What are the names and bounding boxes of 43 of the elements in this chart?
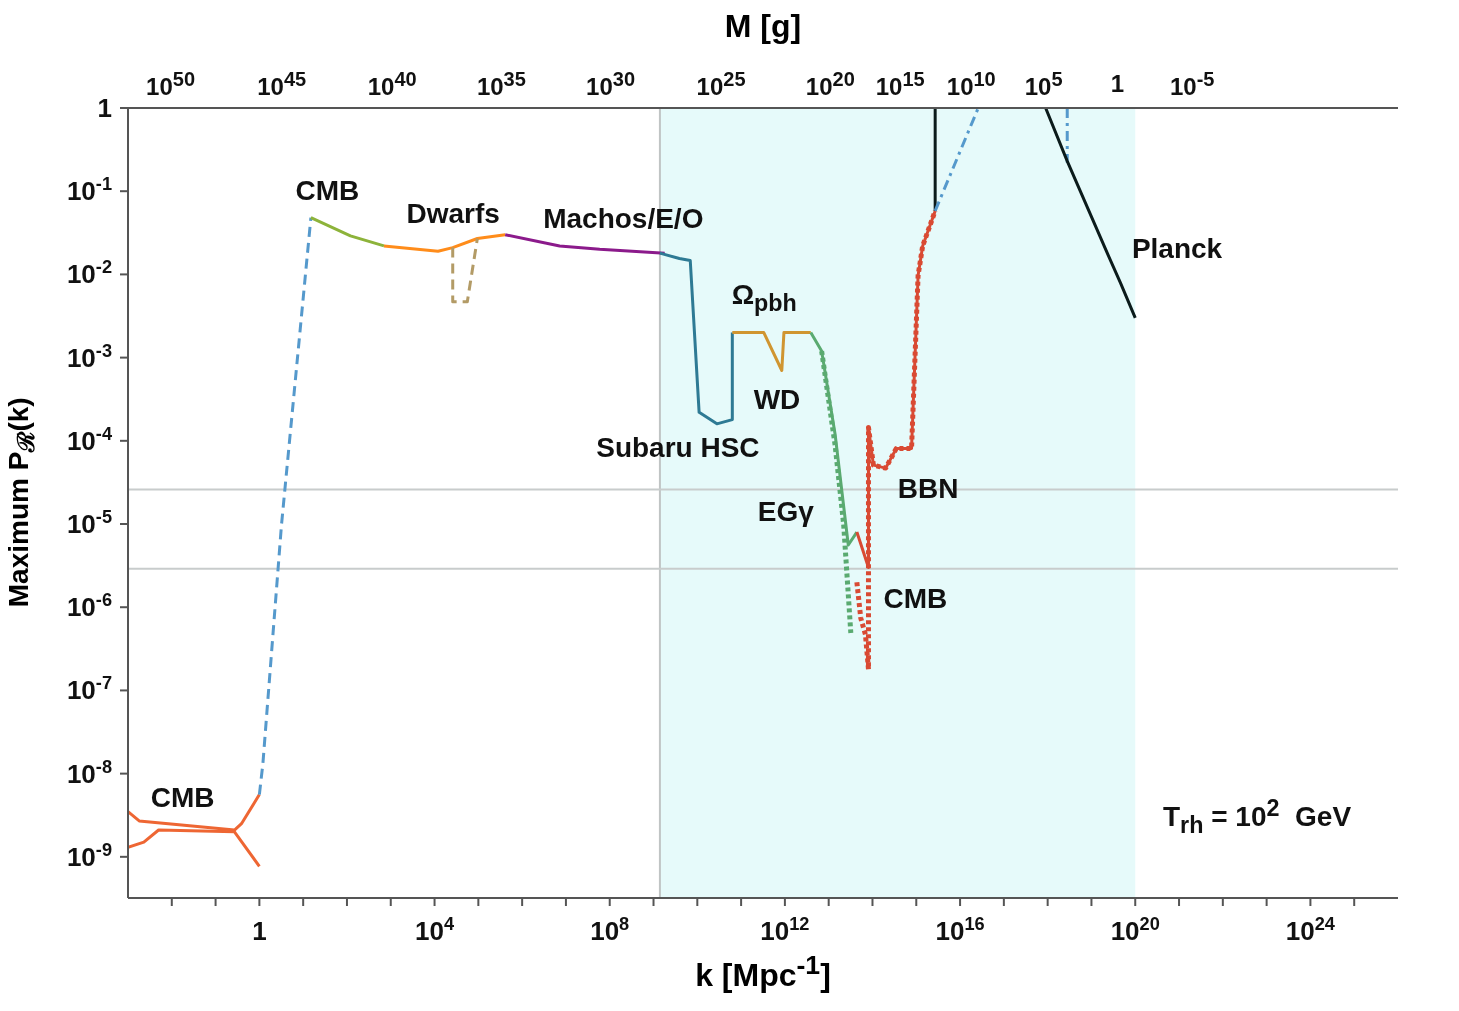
x2-axis-title: M [g] — [723, 8, 803, 45]
annotation: Ω$_{pbh}$ — [731, 279, 797, 318]
x-tick-label: 10$^{4}$ — [415, 914, 455, 946]
y-tick-label: 10$^{-8}$ — [66, 756, 112, 789]
text: 10$^{20}$ — [805, 67, 855, 101]
x-tick-label: 10$^{8}$ — [590, 914, 630, 946]
annotation: BBN — [897, 472, 959, 505]
y-tick-label: 10$^{-4}$ — [66, 423, 113, 456]
y-tick-label: 10$^{-5}$ — [66, 507, 112, 540]
annotation: Subaru HSC — [596, 432, 760, 465]
annotation: Dwarfs — [406, 197, 500, 230]
x-tick-label: 10$^{24}$ — [1285, 914, 1336, 946]
annotation: WD — [753, 384, 801, 417]
y-tick-label: 10$^{-6}$ — [66, 590, 112, 623]
text: 10$^{40}$ — [367, 67, 417, 101]
text: 10$^{30}$ — [586, 67, 636, 101]
x-tick-label: 10$^{20}$ — [1110, 914, 1160, 946]
text: 10$^{25}$ — [696, 67, 746, 101]
x-tick-label: 10$^{16}$ — [935, 914, 985, 946]
x-tick-label: 1 — [252, 916, 267, 946]
text: 10$^{50}$ — [146, 67, 196, 101]
y-tick-label: 10$^{-2}$ — [66, 257, 112, 290]
text: 1 — [1110, 70, 1125, 99]
text: 10$^{-5}$ — [1170, 67, 1215, 101]
annotation: Machos/E/O — [543, 202, 704, 235]
text: 10$^{35}$ — [476, 67, 526, 101]
annotation: T$_{rh}$ = 10$^{2}$ GeV — [1162, 795, 1352, 840]
x-axis-title: k [Mpc$^{-1}$] — [694, 950, 832, 994]
y-tick-label: 1 — [97, 93, 112, 123]
text: 10$^{10}$ — [946, 67, 996, 101]
y-tick-label: 10$^{-3}$ — [66, 340, 112, 373]
y-tick-label: 10$^{-1}$ — [66, 174, 112, 207]
y-tick-label: 10$^{-7}$ — [66, 673, 112, 706]
annotation: CMB — [883, 583, 948, 616]
x-tick-label: 10$^{12}$ — [760, 914, 810, 946]
text: 10$^{45}$ — [257, 67, 307, 101]
annotation: Planck — [1131, 232, 1223, 265]
annotation: CMB — [295, 174, 360, 207]
annotation: CMB — [150, 782, 215, 815]
text: 10$^{15}$ — [875, 67, 925, 101]
y-tick-label: 10$^{-9}$ — [66, 839, 112, 872]
text: 10$^{5}$ — [1024, 67, 1063, 101]
annotation: EGγ — [757, 496, 814, 529]
